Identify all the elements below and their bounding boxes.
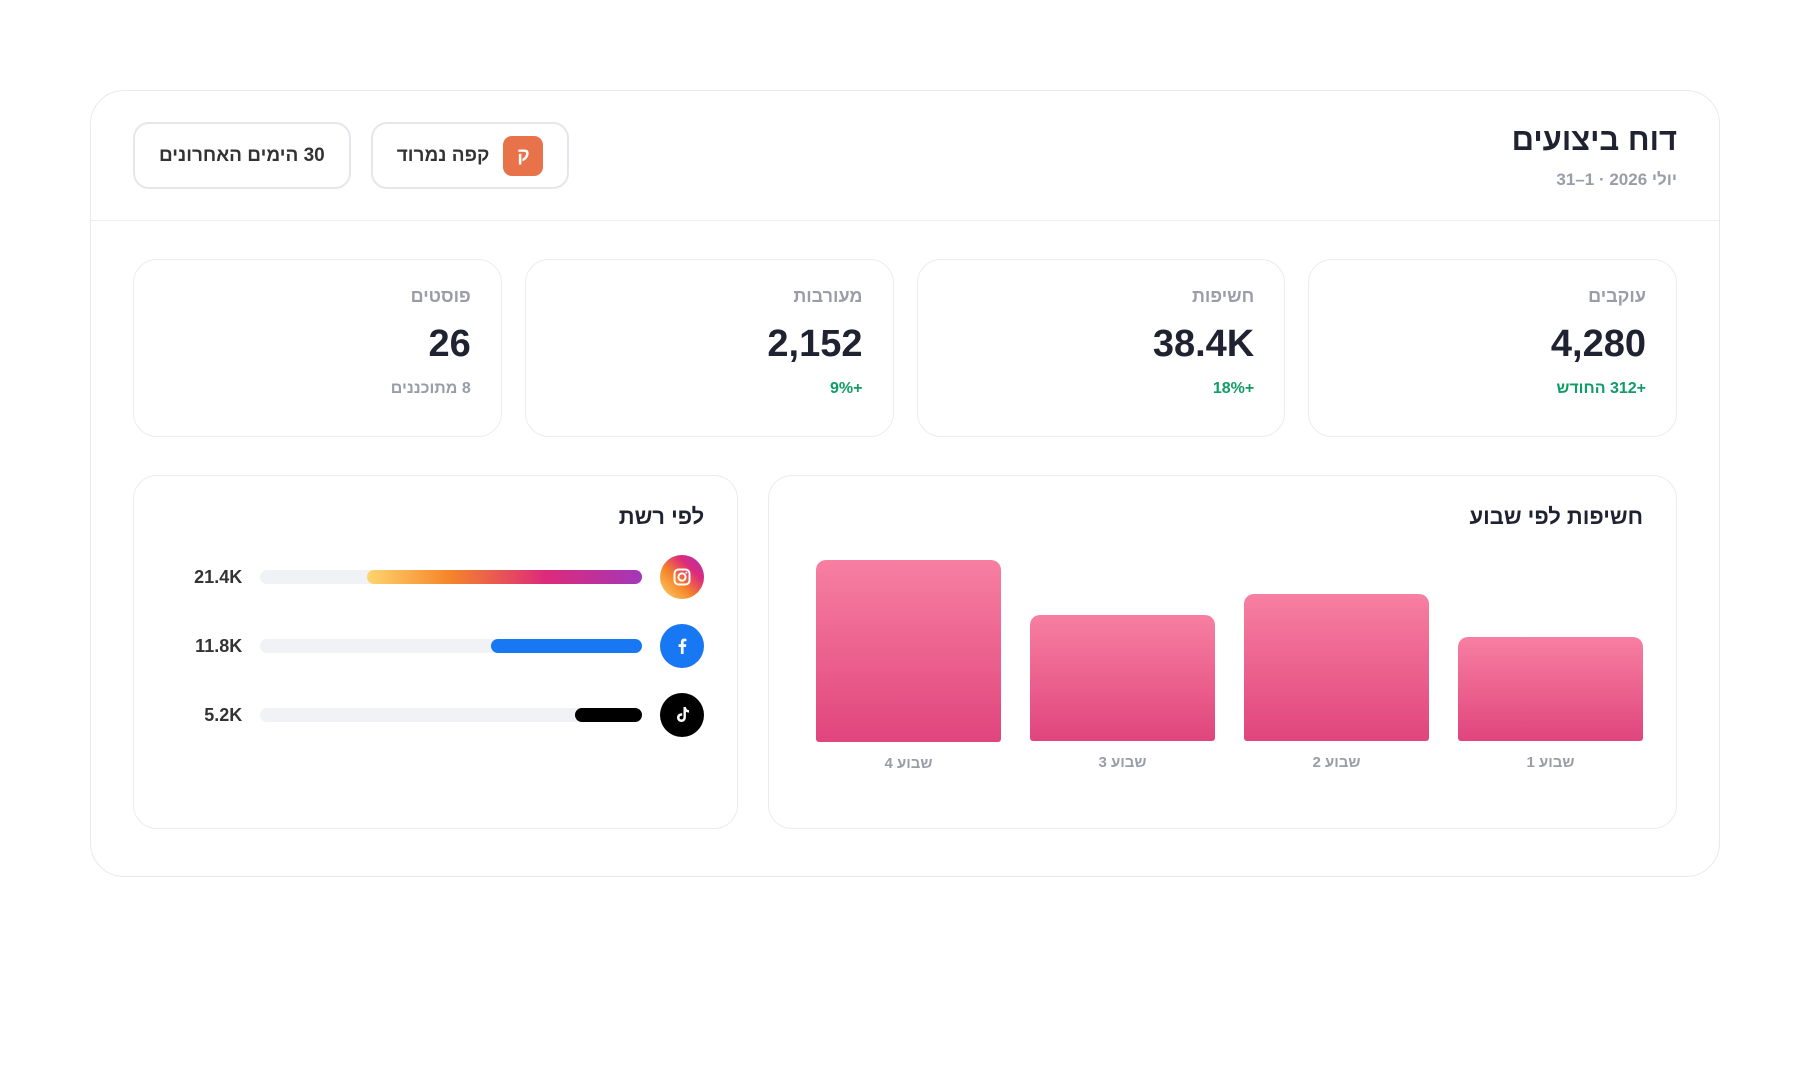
kpi-delta: +18% [1212,380,1255,397]
bar [816,560,1001,742]
network-value: 5.2K [204,704,243,725]
kpi-label: מעורבות [793,286,863,306]
bar-column: שבוע 2 [1244,560,1429,772]
network-row: 21.4K [167,555,705,599]
network-row: 11.8K [167,624,705,668]
account-badge: ק [503,135,544,176]
tiktok-icon [660,693,705,737]
network-bar [575,708,643,722]
title: דוח ביצועים [1511,121,1677,157]
track [260,708,643,722]
content: עוקבים 4,280 +312 החודש חשיפות 38.4K +18% מע… [91,221,1719,867]
kpi-value: 38.4K [1152,323,1255,365]
track [260,570,643,584]
bottom-row: חשיפות לפי שבוע שבוע 1 שבוע 2 שבוע 3 שבו… [133,475,1677,829]
network-value: 21.4K [194,566,243,587]
kpi-delta: +312 החודש [1556,380,1646,397]
bar-column: שבוע 4 [816,560,1001,772]
kpi-label: פוסטים [410,286,471,306]
bar [1030,614,1215,741]
track [260,639,643,653]
bar-column: שבוע 3 [1030,560,1215,772]
title-block: דוח ביצועים יולי 2026 · 1–31 [1512,122,1677,190]
account-button[interactable]: ק קפה נמרוד [370,122,570,189]
kpi-value: 26 [428,323,471,365]
bar-label: שבוע 3 [1098,754,1147,771]
kpi-card: מעורבות 2,152 +9% [524,259,894,437]
kpi-card: חשיפות 38.4K +18% [916,259,1286,437]
bar-column: שבוע 1 [1458,560,1643,772]
kpi-card: עוקבים 4,280 +312 החודש [1308,259,1677,437]
bar-chart: שבוע 1 שבוע 2 שבוע 3 שבוע 4 [802,560,1643,772]
bar-label: שבוע 4 [884,755,933,772]
network-value: 11.8K [195,635,243,656]
kpi-label: חשיפות [1191,286,1255,306]
network-panel: לפי רשת 21.4K [133,475,739,829]
bar-label: שבוע 2 [1312,754,1361,771]
range: 30 הימים האחרונים [159,144,325,166]
kpi-delta: +9% [830,380,863,397]
panel-title: לפי רשת [618,504,705,529]
kpi-card: פוסטים 26 8 מתוכננים [133,259,502,437]
range-button[interactable]: 30 הימים האחרונים [133,122,351,189]
weekly-panel: חשיפות לפי שבוע שבוע 1 שבוע 2 שבוע 3 שבו… [768,475,1677,829]
subtitle: יולי 2026 · 1–31 [1556,169,1677,189]
facebook-icon [660,624,705,668]
network-bar [490,639,643,653]
network-bar [367,570,643,584]
controls: ק קפה נמרוד 30 הימים האחרונים [133,122,570,189]
panel-title: חשיפות לפי שבוע [1469,504,1643,529]
kpi-value: 4,280 [1550,323,1646,365]
header: דוח ביצועים יולי 2026 · 1–31 ק קפה נמרוד… [91,91,1719,221]
network-row: 5.2K [167,693,705,737]
bar [1244,594,1429,741]
kpi-label: עוקבים [1588,286,1646,306]
bar [1458,637,1643,741]
report-card: דוח ביצועים יולי 2026 · 1–31 ק קפה נמרוד… [90,90,1720,877]
account-name: קפה נמרוד [396,144,490,166]
kpi-row: עוקבים 4,280 +312 החודש חשיפות 38.4K +18% מע… [133,259,1677,437]
instagram-icon [660,555,705,599]
kpi-delta: 8 מתוכננים [390,380,471,397]
bar-label: שבוע 1 [1526,754,1575,771]
kpi-value: 2,152 [767,323,863,365]
